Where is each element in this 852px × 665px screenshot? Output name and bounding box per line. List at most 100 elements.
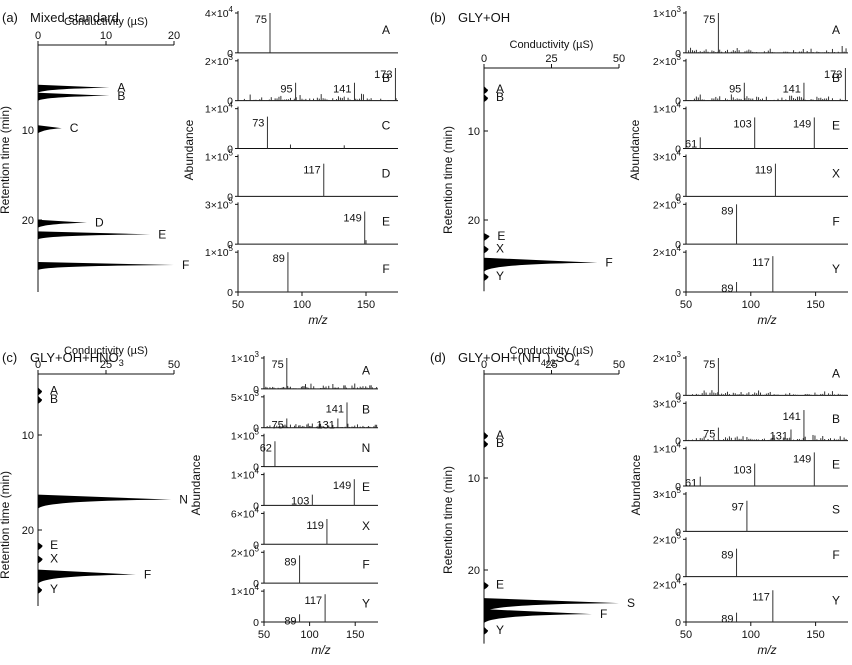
ymax-mantissa: 1×10	[231, 470, 255, 482]
ymax-mantissa: 1×10	[231, 431, 255, 443]
peak-mz-label: 119	[755, 165, 773, 177]
x-axis-title: Conductivity (µS)	[510, 345, 594, 357]
x-tick-label: 50	[258, 629, 270, 641]
spectrum-compound-label: S	[832, 503, 840, 517]
y-tick-label: 10	[468, 126, 480, 138]
peak-label: F	[600, 607, 607, 621]
spectrum-compound-label: X	[832, 166, 840, 180]
spectrum-C: 1×104 0 C 73	[205, 101, 398, 156]
chromatogram-panel-2: (b) GLY+OH Conductivity (µS) 0 25 50 10 20 Reten…	[430, 10, 625, 292]
spectrum-zero-label: 0	[253, 384, 259, 396]
spectrum-F: 2×105 0 F 89	[653, 531, 848, 584]
chromatogram-peak	[484, 440, 488, 449]
peak-label: B	[496, 436, 504, 450]
x-tick-label: 25	[100, 359, 112, 371]
spectrum-compound-label: Y	[832, 593, 840, 607]
spectrum-zero-label: 0	[227, 96, 233, 108]
x-axis-title: m/z	[757, 313, 776, 327]
ymax-exponent: 5	[677, 196, 682, 205]
x-tick-label: 50	[613, 359, 625, 371]
peak-mz-label: 131	[770, 430, 788, 442]
spectrum-zero-label: 0	[227, 191, 233, 203]
chromatogram-peak	[38, 262, 174, 270]
peak-label: E	[496, 578, 504, 592]
spectrum-ymax-label: 2×103	[653, 350, 682, 365]
ymax-mantissa: 3×10	[205, 199, 229, 211]
y-axis-title: Abundance	[629, 454, 643, 515]
peak-mz-label: 141	[783, 84, 801, 96]
panel-title: GLY+OH+(NH4)2SO4	[458, 350, 580, 368]
spectrum-zero-label: 0	[675, 144, 681, 156]
chromatogram-peak	[38, 585, 42, 594]
x-tick-label: 10	[100, 30, 112, 42]
spectrum-Y: 2×104 0 Y 89 117	[653, 244, 848, 299]
spectrum-zero-label: 0	[675, 96, 681, 108]
peak-mz-label: 95	[729, 84, 741, 96]
ymax-exponent: 3	[677, 5, 682, 14]
chromatogram-peak	[38, 555, 43, 564]
ymax-mantissa: 3×10	[653, 152, 677, 164]
spectrum-N: 1×105 0 N 62	[231, 428, 378, 474]
peak-label: B	[117, 89, 125, 103]
x-axis-title: Conductivity (µS)	[510, 39, 594, 51]
spectrum-ymax-label: 1×103	[231, 350, 260, 365]
ymax-mantissa: 2×10	[653, 534, 677, 546]
spectrum-zero-label: 0	[675, 48, 681, 60]
spectrum-compound-label: E	[832, 119, 840, 133]
spectrum-X: 6×104 0 X 119	[231, 505, 378, 551]
peak-mz-label: 97	[732, 502, 744, 514]
chromatogram-peak	[38, 125, 62, 134]
spectrum-compound-label: B	[832, 71, 840, 85]
spectrum-compound-label: F	[832, 214, 839, 228]
spectrum-F: 2×105 0 F 89	[653, 196, 848, 251]
spectrum-ymax-label: 1×104	[653, 101, 682, 116]
peak-label: Y	[496, 269, 504, 283]
x-tick-label: 0	[35, 30, 41, 42]
ymax-exponent: 4	[229, 5, 234, 14]
peak-mz-label: 149	[343, 213, 361, 225]
spectrum-compound-label: F	[362, 558, 369, 572]
spectrum-compound-label: B	[832, 412, 840, 426]
title-part: )	[546, 350, 550, 365]
spectrum-compound-label: D	[382, 166, 391, 180]
x-tick-label: 50	[680, 299, 692, 311]
y-tick-label: 10	[22, 430, 34, 442]
y-axis-title: Retention time (min)	[0, 106, 12, 214]
chromatogram-peak	[38, 569, 136, 584]
x-tick-label: 50	[232, 299, 244, 311]
peak-label: B	[496, 90, 504, 104]
spectrum-compound-label: N	[362, 441, 371, 455]
x-tick-label: 0	[35, 359, 41, 371]
peak-label: Y	[496, 623, 504, 637]
chromatogram-peak	[38, 231, 151, 240]
ymax-mantissa: 4×10	[205, 8, 229, 20]
chromatogram-peak	[38, 542, 43, 551]
ymax-mantissa: 1×10	[205, 104, 229, 116]
chromatogram-peak	[484, 609, 592, 624]
spectrum-zero-label: 0	[253, 539, 259, 551]
spectrum-ymax-label: 2×105	[653, 196, 682, 211]
spectrum-Y: 1×104 0 Y 89 117	[231, 583, 378, 629]
x-tick-label: 100	[293, 299, 311, 311]
ymax-exponent: 5	[229, 149, 234, 158]
x-tick-label: 150	[346, 629, 364, 641]
x-tick-label: 150	[357, 299, 375, 311]
ymax-exponent: 4	[677, 149, 682, 158]
x-axis-title: Conductivity (µS)	[64, 345, 148, 357]
ymax-exponent: 4	[255, 583, 260, 592]
title-subscript: 4	[574, 358, 579, 368]
ymax-mantissa: 2×10	[653, 580, 677, 592]
spectrum-X: 3×104 0 X 119	[653, 149, 848, 203]
mz-axis: 50 100 150 m/z	[680, 622, 825, 657]
x-tick-label: 100	[300, 629, 318, 641]
ymax-mantissa: 2×10	[653, 56, 677, 68]
peak-mz-label: 89	[284, 615, 296, 627]
ymax-mantissa: 2×10	[653, 353, 677, 365]
spectrum-compound-label: E	[382, 214, 390, 228]
peak-label: E	[50, 538, 58, 552]
